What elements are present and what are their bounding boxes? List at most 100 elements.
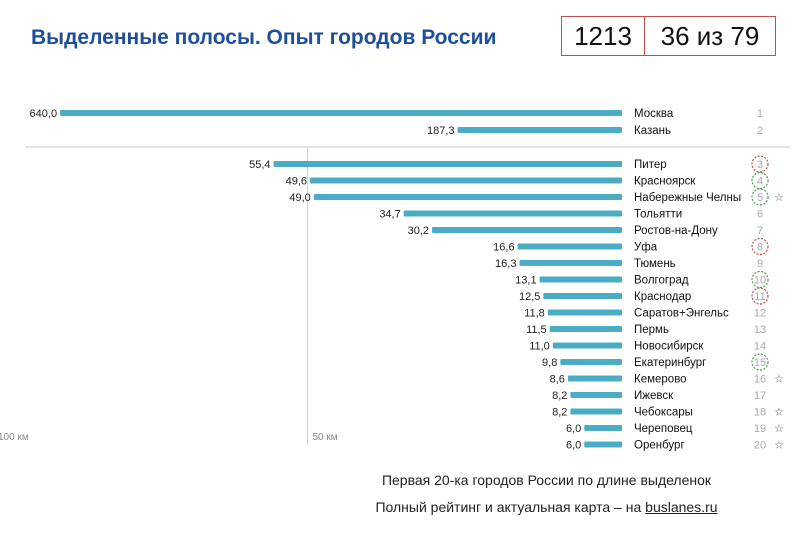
category-label-18: Чебоксары: [634, 407, 693, 419]
value-label-7: 30,2: [408, 225, 429, 237]
category-label-10: Волгоград: [634, 275, 689, 287]
value-label-10: 13,1: [515, 275, 536, 287]
bar-4: [310, 177, 622, 184]
bar-17: [570, 392, 622, 398]
rank-label-3: 3: [757, 159, 763, 171]
rank-label-6: 6: [757, 209, 763, 221]
value-label-9: 16,3: [495, 258, 516, 270]
rank-label-13: 13: [754, 324, 766, 336]
bar-chart: 100 км 50 км 640,0 Москва 1 187,3 Казань 2 55,4 П…: [0, 108, 790, 452]
category-label-8: Уфа: [634, 242, 658, 254]
bar-7: [432, 227, 622, 233]
bar-6: [403, 210, 622, 217]
bar-13: [549, 326, 622, 332]
bar-19: [584, 425, 622, 431]
value-label-8: 16,6: [493, 242, 514, 254]
category-label-12: Саратов+Энгельс: [634, 308, 729, 320]
value-label-11: 12,5: [519, 291, 540, 303]
rank-circle-11: [751, 287, 769, 305]
rank-circle-8: [751, 237, 769, 256]
category-label-15: Екатеринбург: [634, 357, 706, 369]
total-stat-value: 1213: [574, 20, 632, 51]
bar-15: [560, 359, 622, 365]
category-label-2: Казань: [634, 125, 671, 137]
bar-3: [273, 161, 622, 167]
value-label-16: 8,6: [550, 374, 565, 386]
bar-10: [539, 276, 622, 283]
rank-label-2: 2: [757, 125, 763, 137]
rank-label-7: 7: [757, 225, 763, 237]
rank-label-14: 14: [754, 341, 766, 353]
bar-9: [519, 260, 622, 266]
value-label-13: 11,5: [526, 324, 547, 336]
value-label-17: 8,2: [552, 390, 567, 402]
rank-circle-15: [751, 353, 769, 371]
value-label-12: 11,8: [524, 308, 545, 320]
rank-label-10: 10: [754, 275, 766, 287]
rank-label-11: 11: [754, 291, 765, 303]
rank-label-8: 8: [757, 242, 763, 254]
bar-16: [567, 375, 622, 382]
rank-label-19: 19: [754, 423, 766, 435]
bar-5: [313, 194, 622, 200]
category-label-20: Оренбург: [634, 440, 685, 452]
rank-label-9: 9: [757, 258, 763, 270]
rank-label-4: 4: [757, 176, 763, 188]
category-label-17: Ижевск: [634, 390, 674, 402]
category-label-4: Красноярск: [634, 176, 696, 188]
caption-text: Полный рейтинг и актуальная карта – на: [375, 499, 646, 515]
category-label-11: Краснодар: [634, 291, 691, 303]
rank-label-17: 17: [754, 390, 766, 402]
rank-circle-4: [751, 171, 769, 190]
bar-12: [547, 309, 622, 316]
rank-label-12: 12: [754, 308, 766, 320]
rank-label-5: 5: [757, 192, 763, 204]
category-label-1: Москва: [634, 108, 674, 120]
category-label-19: Череповец: [634, 423, 693, 435]
category-label-9: Тюмень: [634, 258, 676, 270]
value-label-14: 11,0: [529, 341, 550, 353]
category-label-13: Пермь: [634, 324, 669, 336]
category-label-14: Новосибирск: [634, 341, 704, 353]
rank-circle-3: [751, 155, 769, 173]
value-label-6: 34,7: [379, 209, 400, 221]
value-label-19: 6,0: [566, 423, 581, 435]
category-label-5: Набережные Челны: [634, 192, 741, 204]
bar-18: [570, 408, 622, 415]
star-icon: ☆: [774, 191, 784, 204]
rank-circle-5: [751, 188, 769, 206]
bar-2: [457, 127, 622, 133]
category-label-6: Тольятти: [634, 209, 682, 221]
value-label-4: 49,6: [286, 176, 307, 188]
category-label-16: Кемерово: [634, 374, 687, 386]
bar-8: [517, 243, 622, 250]
buslanes-link[interactable]: buslanes.ru: [645, 499, 718, 515]
reference-label-50: 50 км: [313, 432, 338, 443]
rank-label-16: 16: [754, 374, 766, 386]
value-label-20: 6,0: [566, 440, 581, 452]
star-icon: ☆: [774, 422, 784, 435]
value-label-15: 9,8: [542, 357, 557, 369]
rank-circle-10: [751, 270, 769, 289]
bar-20: [584, 441, 622, 448]
value-label-5: 49,0: [289, 192, 310, 204]
rank-label-15: 15: [754, 357, 766, 369]
bar-11: [543, 293, 622, 299]
star-icon: ☆: [774, 406, 784, 419]
star-icon: ☆: [774, 373, 784, 386]
category-label-7: Ростов-на-Дону: [634, 225, 718, 237]
star-icon: ☆: [774, 439, 784, 452]
rank-stat-value: 36 из 79: [660, 20, 760, 51]
bar-14: [552, 342, 622, 349]
caption-line-1: Первая 20-ка городов России по длине выд…: [381, 472, 712, 488]
caption-line-2: Полный рейтинг и актуальная карта – на b…: [0, 499, 800, 515]
value-label-3: 55,4: [249, 159, 270, 171]
rank-stat-box: 36 из 79: [644, 16, 776, 56]
page-title: Выделенные полосы. Опыт городов России: [31, 26, 497, 49]
rank-label-18: 18: [754, 407, 766, 419]
value-label-18: 8,2: [552, 407, 567, 419]
bar-1: [60, 110, 622, 116]
rank-label-1: 1: [757, 108, 763, 120]
value-label-2: 187,3: [427, 125, 455, 137]
rank-label-20: 20: [754, 440, 766, 452]
